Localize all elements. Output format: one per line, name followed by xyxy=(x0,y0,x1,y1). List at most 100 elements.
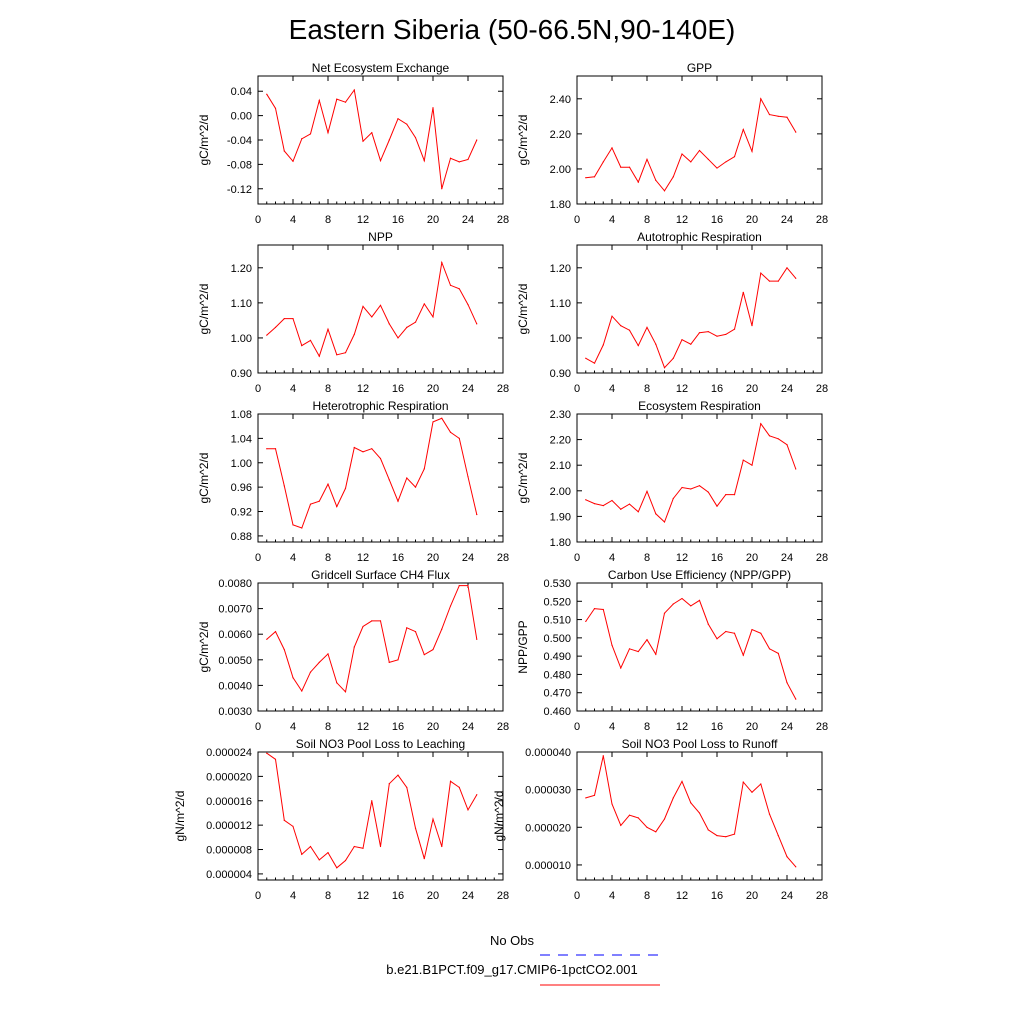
data-point xyxy=(777,438,779,440)
data-point xyxy=(690,605,692,607)
data-point xyxy=(344,691,347,693)
data-point xyxy=(476,794,478,796)
series-line xyxy=(585,597,797,700)
data-point xyxy=(309,845,312,848)
y-tick-label: 0.0080 xyxy=(218,578,252,590)
x-tick-label: 24 xyxy=(462,721,474,733)
chart-title: Net Ecosystem Exchange xyxy=(312,61,450,75)
data-point xyxy=(593,608,596,610)
x-tick-label: 4 xyxy=(609,214,615,226)
chart-panel: Soil NO3 Pool Loss to Leaching 0 4 8 12 16 20 2… xyxy=(173,737,509,902)
data-point xyxy=(397,659,399,661)
data-point xyxy=(646,826,648,828)
data-point xyxy=(795,277,797,279)
x-tick-label: 28 xyxy=(497,383,509,395)
x-tick-label: 8 xyxy=(644,552,650,564)
data-point xyxy=(292,524,294,526)
data-point xyxy=(628,648,631,650)
data-point xyxy=(725,630,727,633)
chart-title: GPP xyxy=(687,61,712,75)
series-line xyxy=(266,88,478,189)
x-tick-label: 0 xyxy=(255,890,261,902)
data-point xyxy=(309,339,312,341)
data-point xyxy=(725,836,727,838)
x-tick-label: 28 xyxy=(816,890,828,902)
data-point xyxy=(768,435,771,437)
data-point xyxy=(327,653,329,655)
data-point xyxy=(336,506,338,508)
series-line xyxy=(585,266,797,369)
data-point xyxy=(371,316,373,318)
legend-obs-line xyxy=(540,954,660,956)
data-point xyxy=(327,132,329,134)
y-tick-label: 1.10 xyxy=(550,298,571,310)
x-tick-label: 24 xyxy=(781,721,793,733)
x-tick-label: 20 xyxy=(427,890,439,902)
data-point xyxy=(301,527,303,529)
x-tick-label: 24 xyxy=(462,214,474,226)
y-tick-label: 0.500 xyxy=(543,633,571,645)
data-point xyxy=(672,497,674,500)
data-point xyxy=(786,267,788,269)
data-point xyxy=(786,856,788,858)
data-point xyxy=(786,116,788,118)
data-point xyxy=(768,113,771,116)
data-point xyxy=(602,608,604,611)
data-point xyxy=(327,483,329,485)
series-line xyxy=(266,752,478,869)
data-point xyxy=(602,505,604,507)
data-point xyxy=(751,150,753,152)
data-point xyxy=(309,671,312,673)
data-point xyxy=(768,280,771,282)
x-tick-label: 20 xyxy=(746,214,758,226)
x-tick-label: 8 xyxy=(644,890,650,902)
data-point xyxy=(388,139,390,141)
chart-title: Heterotrophic Respiration xyxy=(312,399,448,413)
data-point xyxy=(301,138,303,140)
data-point xyxy=(698,149,701,152)
y-axis-label: gC/m^2/d xyxy=(516,284,530,335)
chart-panel: Soil NO3 Pool Loss to Runoff 0 4 8 12 16 20 24 2… xyxy=(492,737,828,902)
data-point xyxy=(620,166,622,168)
data-point xyxy=(760,272,762,274)
data-point xyxy=(707,158,709,160)
y-tick-label: 0.90 xyxy=(550,368,571,380)
data-point xyxy=(397,118,399,120)
data-point xyxy=(707,623,709,625)
y-tick-label: 1.08 xyxy=(231,409,252,421)
data-point xyxy=(593,794,596,796)
data-point xyxy=(362,451,364,453)
data-point xyxy=(716,834,718,837)
data-point xyxy=(423,858,425,860)
data-point xyxy=(379,620,382,622)
data-point xyxy=(663,521,666,523)
page-title: Eastern Siberia (50-66.5N,90-140E) xyxy=(288,14,736,45)
data-point xyxy=(733,632,736,634)
data-point xyxy=(371,448,373,450)
y-tick-label: 2.20 xyxy=(550,129,571,141)
x-tick-label: 20 xyxy=(746,383,758,395)
data-point xyxy=(611,499,613,502)
data-point xyxy=(414,827,417,829)
x-tick-label: 28 xyxy=(816,383,828,395)
series-line xyxy=(266,585,478,693)
data-point xyxy=(751,325,753,327)
data-point xyxy=(318,661,320,663)
data-point xyxy=(681,153,683,155)
data-point xyxy=(602,755,604,757)
y-tick-label: 0.000004 xyxy=(206,869,252,881)
data-point xyxy=(646,639,648,641)
x-tick-label: 8 xyxy=(644,721,650,733)
data-point xyxy=(672,603,674,605)
chart-title: NPP xyxy=(368,230,393,244)
data-point xyxy=(327,851,329,854)
chart-panel: Ecosystem Respiration 0 4 8 12 16 20 24 28 1.80 1.… xyxy=(516,399,828,564)
data-point xyxy=(742,459,744,461)
x-tick-label: 0 xyxy=(574,214,580,226)
x-tick-label: 0 xyxy=(255,721,261,733)
data-point xyxy=(301,853,303,856)
data-point xyxy=(266,638,268,640)
x-tick-label: 12 xyxy=(357,214,369,226)
series-line xyxy=(585,97,797,192)
data-point xyxy=(663,612,666,614)
